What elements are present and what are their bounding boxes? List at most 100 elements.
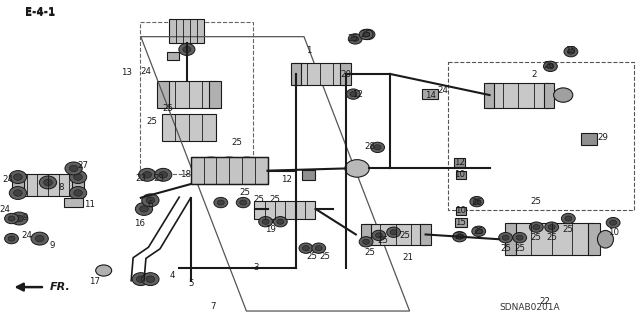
Text: 25: 25 — [500, 244, 511, 253]
Text: 14: 14 — [424, 91, 436, 100]
Text: 15: 15 — [565, 46, 577, 55]
Text: 4: 4 — [170, 271, 175, 280]
Ellipse shape — [74, 174, 83, 180]
Ellipse shape — [359, 237, 373, 247]
Ellipse shape — [183, 47, 191, 52]
Ellipse shape — [564, 47, 578, 57]
Ellipse shape — [499, 233, 513, 243]
Text: 25: 25 — [307, 252, 318, 261]
Text: 25: 25 — [364, 248, 376, 257]
Text: 21: 21 — [403, 253, 414, 262]
Ellipse shape — [561, 213, 575, 224]
Bar — [64, 198, 83, 207]
Ellipse shape — [4, 213, 19, 224]
Ellipse shape — [376, 233, 382, 238]
Bar — [365, 224, 426, 245]
Ellipse shape — [363, 239, 369, 244]
Text: 25: 25 — [473, 227, 484, 236]
Ellipse shape — [228, 157, 266, 184]
Ellipse shape — [211, 157, 248, 184]
Text: 29: 29 — [598, 133, 608, 142]
Ellipse shape — [146, 276, 155, 282]
Ellipse shape — [387, 227, 401, 237]
Text: 26: 26 — [543, 61, 555, 70]
Ellipse shape — [359, 29, 373, 40]
Ellipse shape — [10, 187, 27, 199]
Text: 7: 7 — [211, 302, 216, 311]
Ellipse shape — [472, 226, 486, 236]
Ellipse shape — [352, 36, 358, 41]
Text: 6: 6 — [148, 200, 153, 209]
Ellipse shape — [303, 246, 309, 251]
Text: 8: 8 — [58, 183, 63, 192]
Bar — [209, 80, 221, 108]
Ellipse shape — [316, 246, 322, 251]
Ellipse shape — [74, 190, 83, 196]
Ellipse shape — [8, 216, 15, 221]
Text: 28: 28 — [364, 142, 376, 151]
Text: 25: 25 — [531, 197, 542, 206]
Text: 25: 25 — [239, 189, 250, 197]
Text: 25: 25 — [269, 195, 281, 204]
Bar — [544, 83, 554, 108]
Text: 12: 12 — [281, 175, 292, 184]
Text: 5: 5 — [188, 279, 193, 288]
Ellipse shape — [4, 234, 19, 244]
Ellipse shape — [476, 229, 482, 234]
Ellipse shape — [236, 197, 250, 208]
Text: 25: 25 — [546, 233, 557, 242]
Text: E-4-1: E-4-1 — [24, 8, 55, 19]
Text: 10: 10 — [454, 170, 465, 179]
Text: 25: 25 — [514, 244, 525, 253]
Ellipse shape — [371, 142, 385, 152]
Ellipse shape — [132, 273, 150, 286]
Text: 3: 3 — [253, 263, 259, 272]
Text: 24: 24 — [0, 205, 11, 214]
Text: 9: 9 — [50, 241, 55, 250]
Ellipse shape — [606, 218, 620, 228]
Text: 13: 13 — [121, 68, 132, 77]
Ellipse shape — [140, 206, 148, 212]
Bar — [191, 157, 268, 184]
Bar — [454, 158, 465, 167]
Ellipse shape — [277, 219, 284, 224]
Ellipse shape — [179, 43, 195, 56]
Ellipse shape — [214, 197, 228, 208]
Ellipse shape — [348, 34, 362, 44]
Text: 24: 24 — [437, 86, 449, 95]
Text: 27: 27 — [77, 161, 89, 170]
Ellipse shape — [10, 171, 27, 183]
Ellipse shape — [273, 217, 287, 227]
Ellipse shape — [218, 200, 224, 205]
Ellipse shape — [554, 88, 573, 102]
Text: 25: 25 — [399, 231, 410, 240]
Bar — [456, 207, 466, 215]
Ellipse shape — [374, 145, 381, 150]
Bar — [340, 63, 351, 85]
Bar — [588, 223, 600, 255]
Bar — [488, 83, 549, 108]
Text: 15: 15 — [455, 218, 467, 227]
Bar — [302, 170, 315, 180]
Ellipse shape — [372, 230, 386, 241]
Ellipse shape — [136, 203, 152, 215]
Bar — [12, 174, 24, 196]
Bar — [510, 223, 593, 255]
Text: 17: 17 — [89, 277, 100, 286]
Ellipse shape — [533, 225, 540, 230]
Bar — [484, 83, 494, 108]
Text: 12: 12 — [454, 158, 465, 167]
Ellipse shape — [143, 172, 152, 178]
Ellipse shape — [96, 265, 112, 276]
Ellipse shape — [312, 243, 326, 253]
Ellipse shape — [69, 165, 78, 172]
Ellipse shape — [8, 236, 15, 241]
Text: 25: 25 — [563, 225, 574, 234]
Text: 25: 25 — [231, 138, 243, 147]
Bar — [420, 224, 431, 245]
Bar — [161, 114, 216, 141]
Text: 24: 24 — [21, 231, 33, 240]
Ellipse shape — [513, 233, 527, 243]
Ellipse shape — [146, 197, 155, 204]
Ellipse shape — [516, 235, 523, 240]
